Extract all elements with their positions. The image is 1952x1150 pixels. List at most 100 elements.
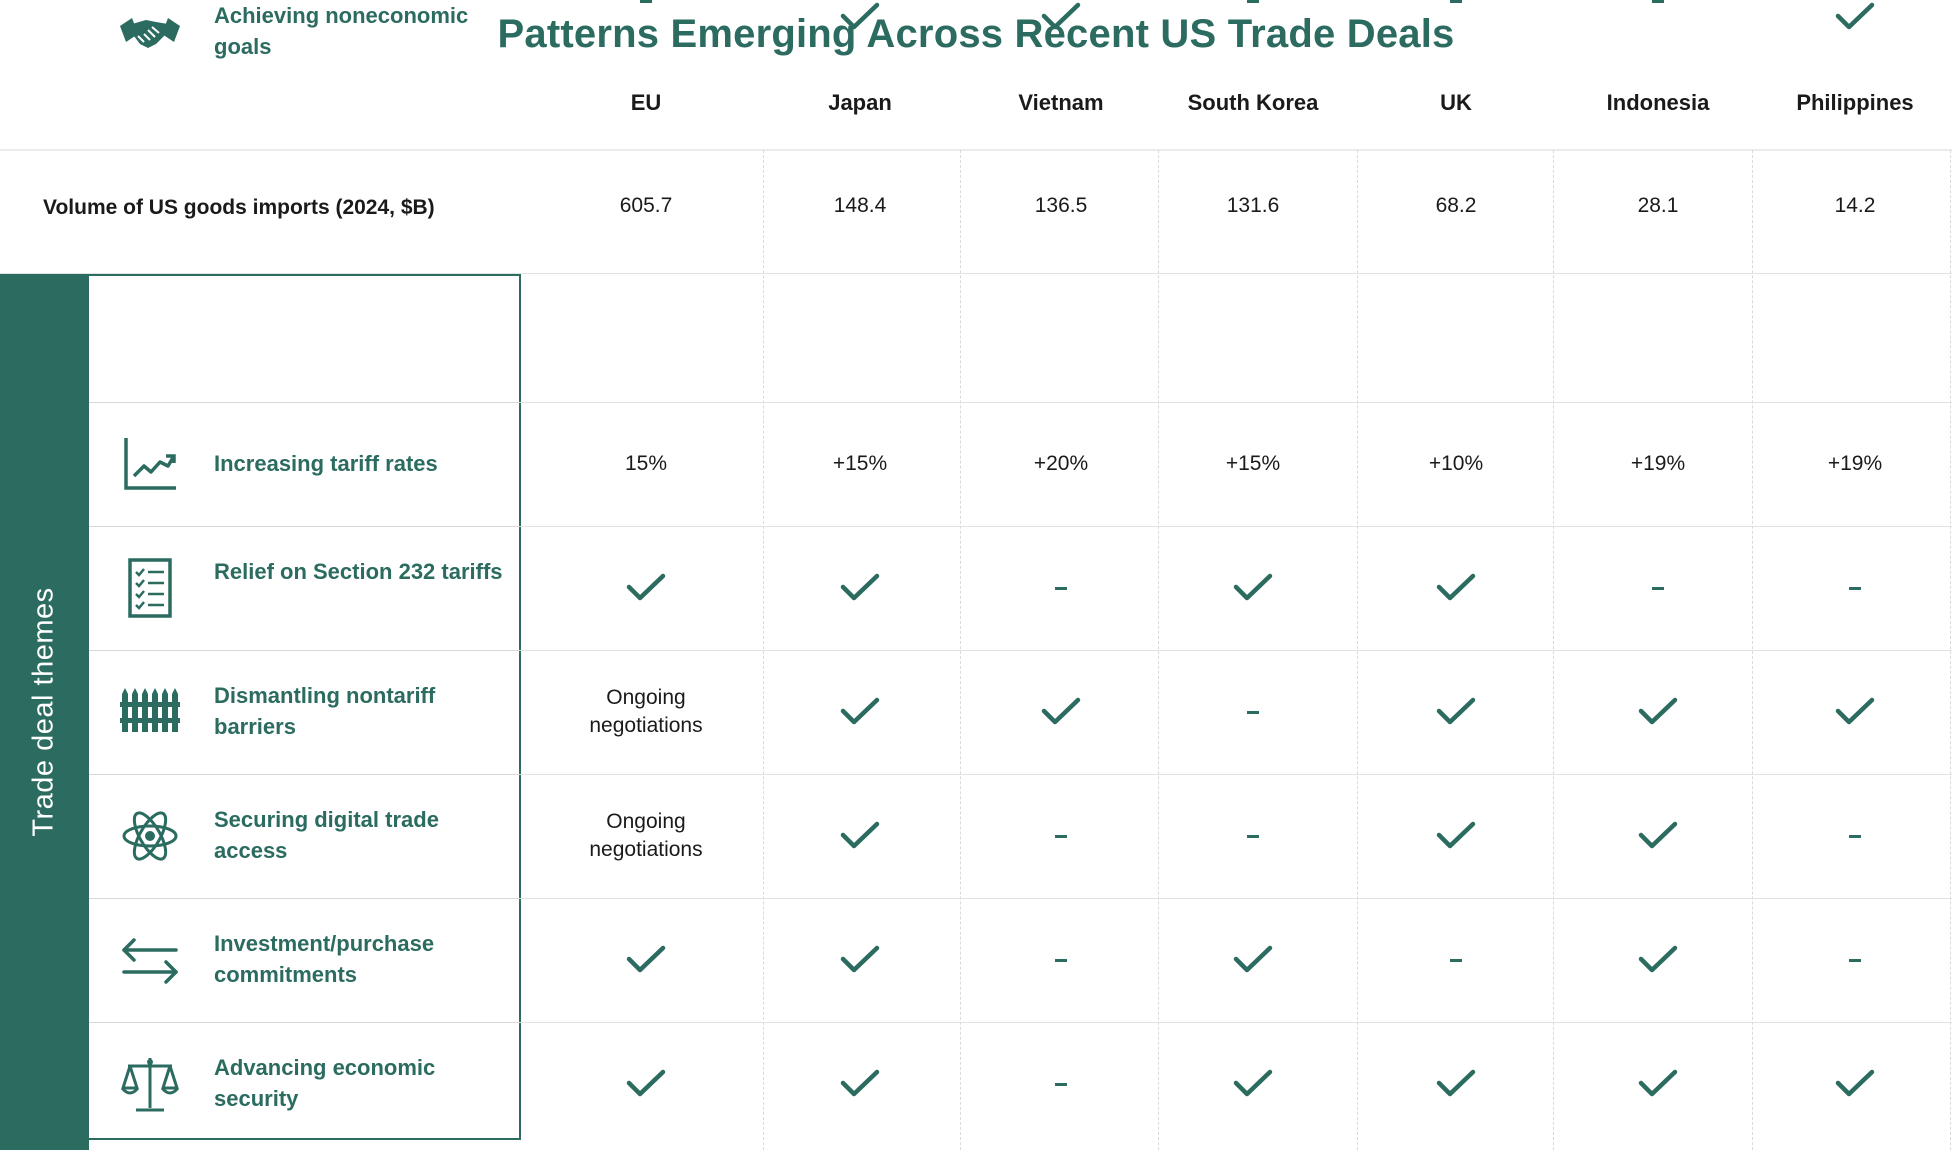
theme-divider (89, 898, 521, 899)
volume-value: 68.2 (1435, 194, 1477, 217)
check-mark-icon (1434, 695, 1478, 729)
dash-mark (1652, 0, 1664, 3)
header-divider (0, 149, 1952, 151)
atom-icon (118, 804, 182, 868)
theme-label: Increasing tariff rates (214, 451, 438, 476)
cell-value: +10% (1428, 452, 1484, 475)
check-mark-icon (1231, 571, 1275, 605)
volume-row-label: Volume of US goods imports (2024, $B) (43, 196, 435, 219)
check-mark-icon (1434, 1067, 1478, 1101)
check-mark-icon (838, 819, 882, 853)
cell-value: Ongoing negotiations (589, 686, 703, 737)
check-mark-icon (1039, 695, 1083, 729)
dash-mark (1247, 711, 1259, 714)
check-mark-icon (1833, 695, 1877, 729)
check-mark-icon (1434, 571, 1478, 605)
column-divider (1357, 150, 1358, 1150)
check-mark-icon (838, 1067, 882, 1101)
check-mark-icon (838, 0, 882, 34)
scales-icon (118, 1052, 182, 1116)
column-header-south-korea: South Korea (1187, 90, 1319, 115)
cell-value: 15% (624, 452, 668, 475)
cell-value: Ongoing negotiations (589, 810, 703, 861)
volume-value: 14.2 (1834, 194, 1876, 217)
cell-value: +15% (1225, 452, 1281, 475)
check-mark-icon (1636, 819, 1680, 853)
dash-mark (1055, 587, 1067, 590)
rising-chart-icon (118, 432, 182, 496)
volume-value: 131.6 (1226, 194, 1280, 217)
volume-value: 148.4 (833, 194, 887, 217)
theme-divider (89, 402, 521, 403)
column-divider (763, 150, 764, 1150)
theme-label: Securing digital trade access (214, 807, 439, 863)
theme-divider (89, 1022, 521, 1023)
check-mark-icon (1231, 943, 1275, 977)
dash-mark (1247, 0, 1259, 3)
check-mark-icon (838, 943, 882, 977)
dash-mark (1055, 959, 1067, 962)
dash-mark (1055, 1083, 1067, 1086)
column-header-indonesia: Indonesia (1606, 90, 1710, 115)
exchange-arrows-icon (118, 928, 182, 992)
column-divider (1950, 150, 1951, 1150)
check-mark-icon (1833, 1067, 1877, 1101)
volume-value: 136.5 (1034, 194, 1088, 217)
volume-value: 605.7 (619, 194, 673, 217)
column-divider (1553, 150, 1554, 1150)
theme-label: Investment/purchase commitments (214, 931, 435, 987)
sidebar-label: Trade deal themes (27, 587, 60, 837)
dash-mark (640, 0, 652, 3)
check-mark-icon (1636, 943, 1680, 977)
column-header-uk: UK (1440, 90, 1472, 115)
column-header-japan: Japan (828, 90, 892, 115)
theme-label: Advancing economic security (214, 1055, 436, 1111)
cell-value: +19% (1827, 452, 1883, 475)
row-divider (521, 402, 1952, 403)
dash-mark (1849, 835, 1861, 838)
check-mark-icon (838, 695, 882, 729)
check-mark-icon (1039, 0, 1083, 34)
check-mark-icon (1636, 1067, 1680, 1101)
theme-divider (89, 526, 521, 527)
row-divider (521, 898, 1952, 899)
row-divider (521, 774, 1952, 775)
column-header-eu: EU (630, 90, 662, 115)
theme-divider (89, 774, 521, 775)
theme-label: Achieving noneconomic goals (214, 3, 469, 59)
page-title: Patterns Emerging Across Recent US Trade… (497, 12, 1455, 56)
check-mark-icon (624, 943, 668, 977)
cell-value: +15% (832, 452, 888, 475)
theme-divider (89, 650, 521, 651)
check-mark-icon (1833, 0, 1877, 34)
themes-box (89, 274, 521, 1140)
row-divider (0, 273, 1952, 274)
dash-mark (1849, 587, 1861, 590)
fence-icon (118, 680, 182, 744)
volume-value: 28.1 (1637, 194, 1679, 217)
column-header-vietnam: Vietnam (1018, 90, 1104, 115)
cell-value: +19% (1630, 452, 1686, 475)
column-header-philippines: Philippines (1796, 90, 1914, 115)
dash-mark (1450, 0, 1462, 3)
check-mark-icon (1231, 1067, 1275, 1101)
row-divider (521, 526, 1952, 527)
dash-mark (1055, 835, 1067, 838)
row-divider (521, 650, 1952, 651)
check-mark-icon (624, 571, 668, 605)
check-mark-icon (838, 571, 882, 605)
column-divider (960, 150, 961, 1150)
dash-mark (1247, 835, 1259, 838)
themes-sidebar (0, 274, 89, 1150)
dash-mark (1849, 959, 1861, 962)
check-mark-icon (624, 1067, 668, 1101)
handshake-icon (118, 0, 182, 64)
check-mark-icon (1434, 819, 1478, 853)
dash-mark (1450, 959, 1462, 962)
check-mark-icon (1636, 695, 1680, 729)
checklist-icon (118, 556, 182, 620)
column-divider (1158, 150, 1159, 1150)
cell-value: +20% (1033, 452, 1089, 475)
dash-mark (1652, 587, 1664, 590)
theme-label: Relief on Section 232 tariffs (214, 559, 503, 584)
